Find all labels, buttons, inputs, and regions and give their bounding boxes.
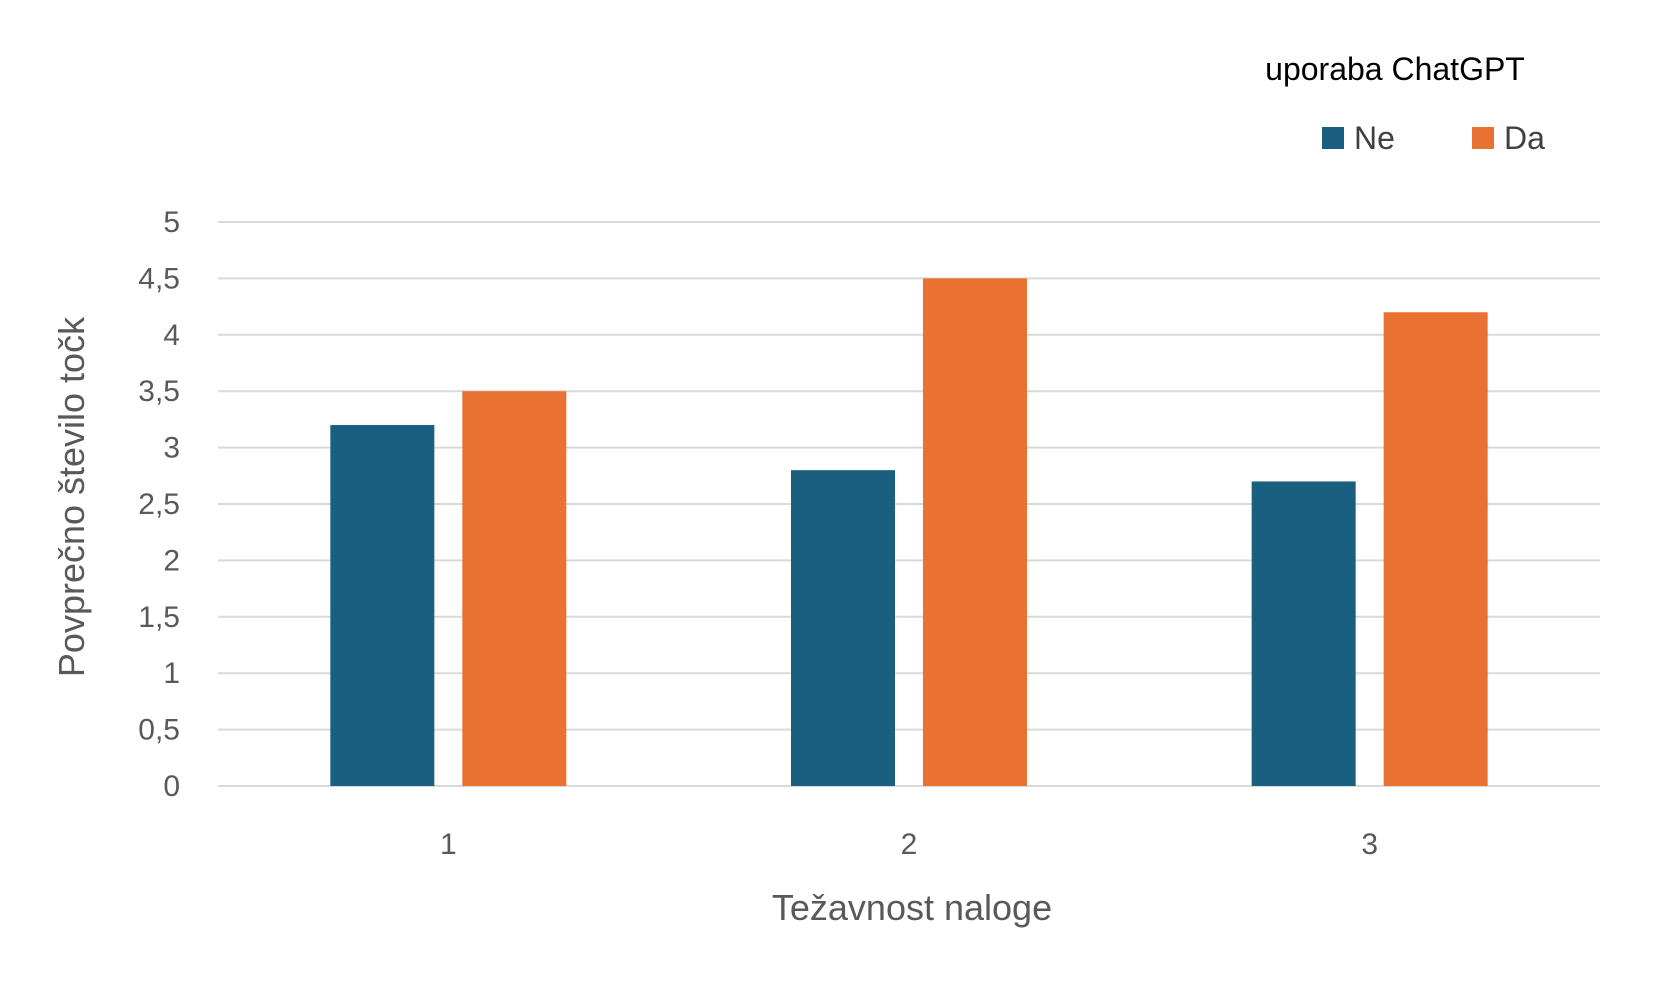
- bar-ne-1: [330, 425, 435, 786]
- bar-da-3: [1383, 312, 1488, 786]
- y-tick-label: 4: [163, 319, 180, 352]
- y-tick-label: 2: [163, 544, 180, 577]
- y-axis-title: Povprečno število točk: [51, 316, 92, 677]
- bar-da-2: [923, 278, 1027, 786]
- legend-title: uporaba ChatGPT: [1265, 51, 1525, 87]
- x-tick-label: 2: [901, 828, 918, 861]
- legend-items: Ne Da: [1322, 120, 1545, 156]
- legend-label-ne: Ne: [1354, 120, 1395, 156]
- x-axis-title: Težavnost naloge: [772, 887, 1052, 928]
- y-tick-label: 5: [163, 206, 180, 239]
- y-tick-label: 0,5: [138, 714, 180, 747]
- bar-da-1: [462, 391, 567, 786]
- y-axis-tick-labels: 0 0,5 1 1,5 2 2,5 3 3,5 4 4,5 5: [138, 206, 180, 803]
- legend-swatch-da: [1472, 127, 1494, 149]
- bar-ne-2: [791, 470, 895, 786]
- y-tick-label: 1,5: [138, 601, 180, 634]
- gridlines: [218, 221, 1600, 787]
- y-tick-label: 3,5: [138, 375, 180, 408]
- bars: [330, 278, 1488, 786]
- y-tick-label: 0: [163, 770, 180, 803]
- x-tick-label: 1: [440, 828, 457, 861]
- y-tick-label: 3: [163, 432, 180, 465]
- y-tick-label: 4,5: [138, 262, 180, 295]
- x-axis-tick-labels: 1 2 3: [440, 828, 1378, 861]
- y-tick-label: 2,5: [138, 488, 180, 521]
- legend-label-da: Da: [1504, 120, 1545, 156]
- legend-swatch-ne: [1322, 127, 1344, 149]
- legend: uporaba ChatGPT Ne Da: [1265, 51, 1545, 156]
- bar-ne-3: [1251, 481, 1356, 786]
- x-tick-label: 3: [1361, 828, 1378, 861]
- y-tick-label: 1: [163, 657, 180, 690]
